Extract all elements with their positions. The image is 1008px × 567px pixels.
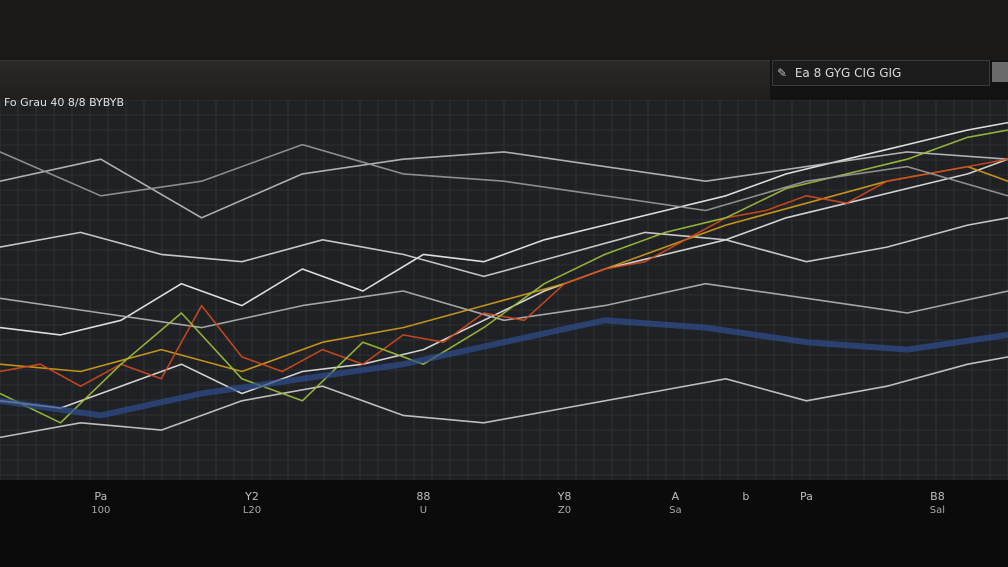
scrollbar-handle[interactable]	[992, 62, 1008, 82]
x-tick-label: B8 Sal	[907, 490, 967, 518]
x-tick-label-sub: Z0	[557, 505, 572, 516]
series-line-3	[0, 217, 1008, 278]
series-line-10	[0, 317, 1008, 419]
x-tick-label-main: Y8	[557, 490, 572, 503]
x-tick-label-sub: U	[419, 505, 428, 516]
pencil-icon[interactable]: ✎	[776, 66, 788, 80]
x-tick-label-sub: Sal	[929, 505, 946, 516]
x-tick-label: Y8 Z0	[534, 490, 594, 518]
x-tick-label-sub: Sa	[669, 505, 682, 516]
top-title-band	[0, 0, 1008, 60]
x-tick-label: Pa	[776, 490, 836, 504]
legend-label: Ea 8 GYG CIG GIG	[794, 66, 902, 80]
chart-title: Fo Grau 40 8/8 BYBYB	[4, 96, 124, 109]
x-axis: Pa 100 Y2 L20 88 U Y8 Z0 A Sa b Pa B8 Sal	[0, 480, 1008, 567]
series-line-8	[0, 158, 1008, 387]
x-tick-label: A Sa	[645, 490, 705, 518]
legend: ✎ Ea 8 GYG CIG GIG	[772, 60, 990, 86]
x-tick-label-main: B8	[930, 490, 945, 503]
series-line-4	[0, 356, 1008, 439]
series-line-9	[0, 129, 1008, 424]
x-tick-label-main: Y2	[245, 490, 259, 503]
line-chart	[0, 100, 1008, 480]
gridlines	[0, 100, 1008, 480]
toolbar-bar	[0, 60, 770, 101]
x-tick-label: Y2 L20	[222, 490, 282, 518]
x-tick-label: b	[716, 490, 776, 504]
x-tick-label: Pa 100	[71, 490, 131, 518]
x-tick-label-main: Pa	[94, 490, 108, 503]
x-tick-label-main: b	[742, 490, 750, 503]
x-tick-label-main: 88	[416, 490, 431, 503]
x-tick-label-sub: L20	[242, 505, 262, 516]
x-tick-label-main: Pa	[799, 490, 813, 503]
x-tick-label-main: A	[671, 490, 680, 503]
x-tick-label-sub: 100	[91, 505, 111, 516]
series-line-6	[0, 282, 1008, 329]
series-line-1	[0, 121, 1008, 336]
x-tick-label: 88 U	[393, 490, 453, 518]
series-line-11	[0, 143, 1008, 212]
series-line-5	[0, 151, 1008, 219]
series-group	[0, 121, 1008, 439]
